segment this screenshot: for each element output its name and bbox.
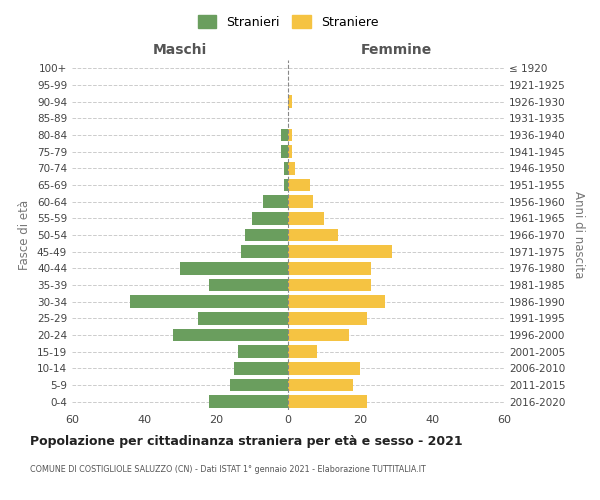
Bar <box>288 212 324 224</box>
Bar <box>263 196 288 208</box>
Bar <box>241 246 288 258</box>
Bar <box>288 346 317 358</box>
Bar <box>209 396 288 408</box>
Bar <box>245 229 288 241</box>
Bar <box>230 379 288 391</box>
Bar <box>288 362 360 374</box>
Bar <box>288 262 371 274</box>
Bar <box>288 96 292 108</box>
Bar <box>281 129 288 141</box>
Bar <box>252 212 288 224</box>
Legend: Stranieri, Straniere: Stranieri, Straniere <box>193 10 383 34</box>
Bar <box>234 362 288 374</box>
Bar <box>198 312 288 324</box>
Bar <box>173 329 288 341</box>
Y-axis label: Anni di nascita: Anni di nascita <box>572 192 585 278</box>
Bar <box>288 279 371 291</box>
Bar <box>288 146 292 158</box>
Bar <box>288 329 349 341</box>
Bar <box>288 296 385 308</box>
Bar <box>288 196 313 208</box>
Bar <box>180 262 288 274</box>
Bar <box>281 146 288 158</box>
Bar <box>288 379 353 391</box>
Bar <box>288 129 292 141</box>
Text: Maschi: Maschi <box>153 42 207 56</box>
Bar <box>130 296 288 308</box>
Bar <box>288 312 367 324</box>
Bar <box>209 279 288 291</box>
Text: Popolazione per cittadinanza straniera per età e sesso - 2021: Popolazione per cittadinanza straniera p… <box>30 435 463 448</box>
Y-axis label: Fasce di età: Fasce di età <box>19 200 31 270</box>
Text: COMUNE DI COSTIGLIOLE SALUZZO (CN) - Dati ISTAT 1° gennaio 2021 - Elaborazione T: COMUNE DI COSTIGLIOLE SALUZZO (CN) - Dat… <box>30 465 426 474</box>
Bar <box>288 179 310 192</box>
Bar <box>288 396 367 408</box>
Bar <box>284 179 288 192</box>
Text: Femmine: Femmine <box>361 42 431 56</box>
Bar <box>288 162 295 174</box>
Bar <box>288 246 392 258</box>
Bar <box>238 346 288 358</box>
Bar <box>288 229 338 241</box>
Bar <box>284 162 288 174</box>
